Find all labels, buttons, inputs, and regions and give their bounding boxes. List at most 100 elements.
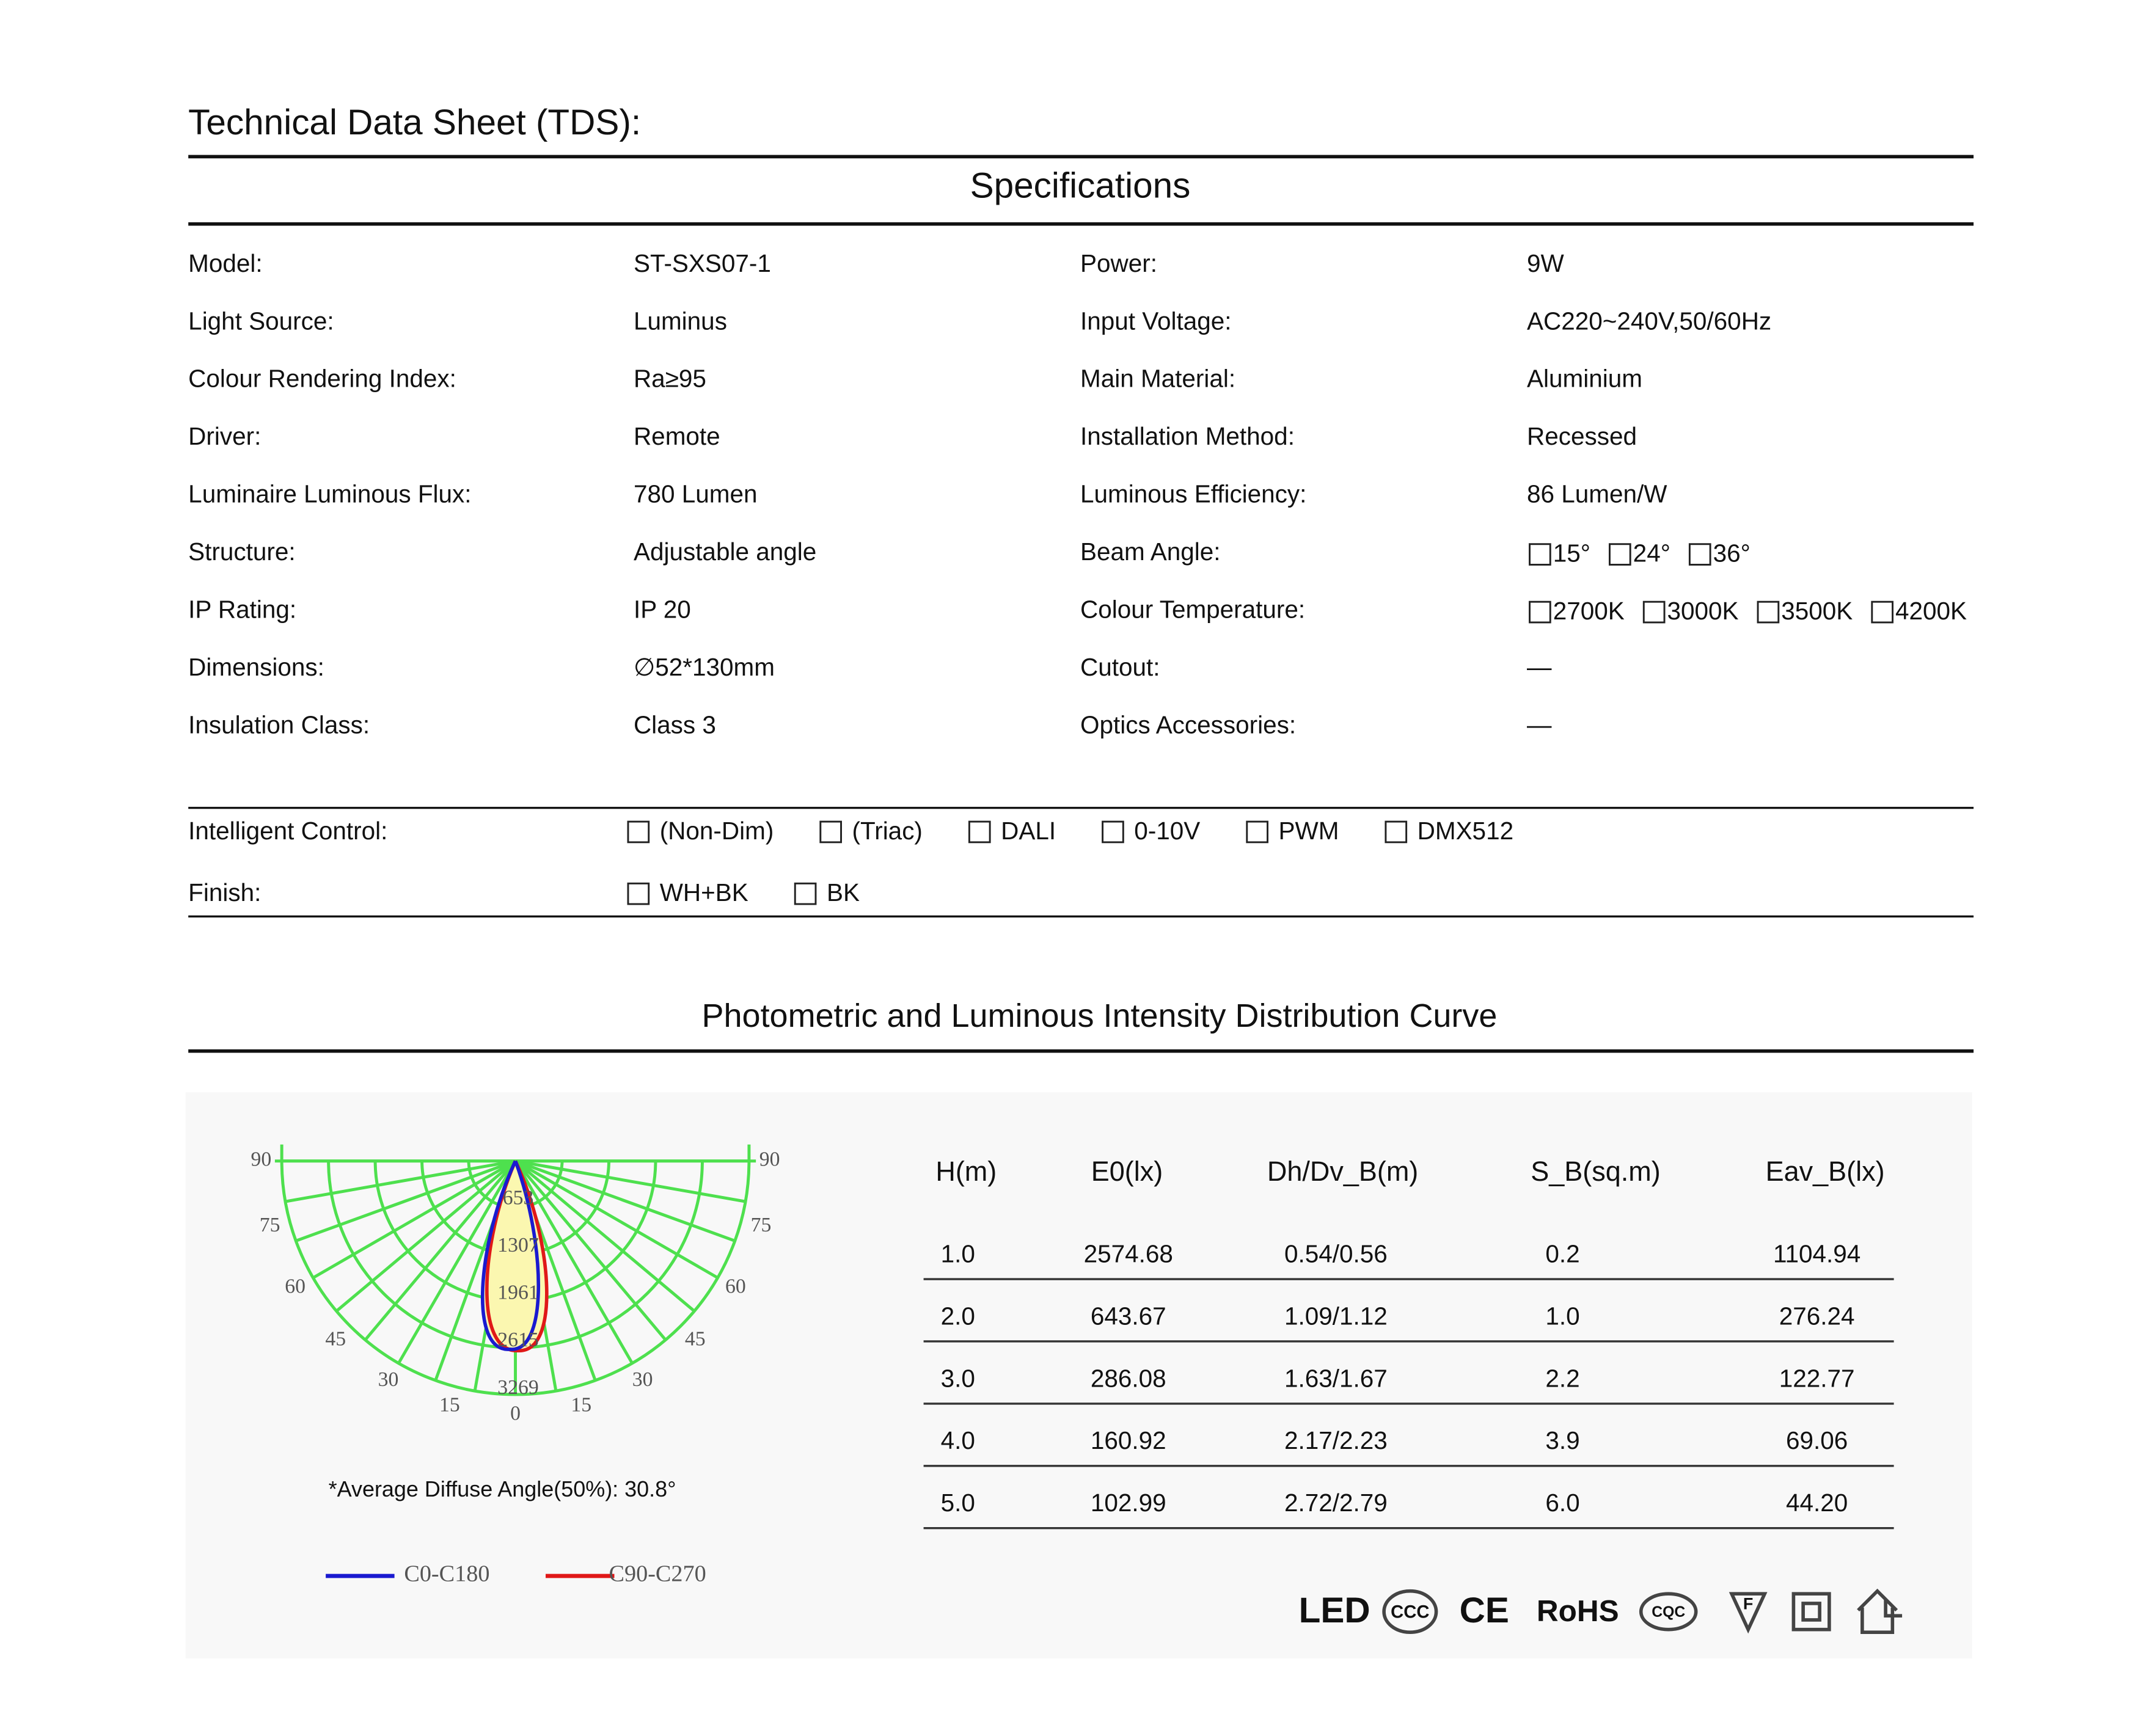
- angle-label: 75: [260, 1214, 280, 1236]
- spec-value: 780 Lumen: [634, 480, 758, 508]
- grid-spoke: [515, 1159, 746, 1203]
- spec-label: Optics Accessories:: [1080, 711, 1296, 739]
- spec-value: IP 20: [634, 596, 691, 624]
- grid-spoke: [514, 1160, 667, 1341]
- angle-label: 60: [285, 1275, 306, 1297]
- grid-spoke: [335, 1159, 517, 1313]
- option-label: DALI: [1001, 817, 1056, 845]
- table-cell: 6.0: [1545, 1489, 1579, 1517]
- checkbox: [1529, 543, 1551, 566]
- checkbox: [794, 882, 817, 905]
- spec-label: Beam Angle:: [1080, 538, 1220, 566]
- spec-value: Luminus: [634, 307, 727, 335]
- table-cell: 2574.68: [1084, 1240, 1173, 1268]
- section-title: Specifications: [970, 166, 1191, 206]
- table-cell: 3.0: [941, 1364, 975, 1392]
- checkbox: [968, 820, 991, 844]
- spec-value: AC220~240V,50/60Hz: [1527, 307, 1771, 335]
- option-label: 0-10V: [1134, 817, 1200, 845]
- option-label: 4200K: [1895, 597, 1967, 625]
- svg-text:CCC: CCC: [1391, 1602, 1429, 1622]
- intensity-label: 2615: [497, 1329, 538, 1351]
- spec-label: Structure:: [188, 538, 295, 566]
- checkbox: [819, 820, 842, 844]
- angle-label: 45: [685, 1328, 706, 1351]
- grid-spoke: [397, 1160, 517, 1365]
- table-cell: 1.63/1.67: [1284, 1364, 1388, 1392]
- checkbox: [1385, 820, 1408, 844]
- spec-label: Installation Method:: [1080, 422, 1295, 450]
- checkbox: [1688, 543, 1711, 566]
- table-cell: 2.2: [1545, 1364, 1579, 1392]
- angle-label: 75: [751, 1214, 772, 1236]
- table-cell: 1104.94: [1773, 1240, 1860, 1268]
- table-cell: 160.92: [1091, 1426, 1166, 1454]
- intensity-label: 1307: [497, 1234, 538, 1256]
- grid-spoke: [514, 1160, 634, 1365]
- option-label: 15°: [1553, 539, 1590, 567]
- option-label: PWM: [1279, 817, 1339, 845]
- table-header: Dh/Dv_B(m): [1267, 1156, 1418, 1187]
- spec-value: Aluminium: [1527, 365, 1642, 393]
- option-label: BK: [827, 878, 860, 906]
- grid-spoke: [285, 1159, 516, 1203]
- spec-label: Dimensions:: [188, 653, 324, 681]
- option-label: 24°: [1633, 539, 1670, 567]
- spec-label: Light Source:: [188, 307, 334, 335]
- checkbox: [1757, 600, 1780, 624]
- page-title: Technical Data Sheet (TDS):: [188, 103, 641, 142]
- table-cell: 3.9: [1545, 1426, 1579, 1454]
- option-label: 2700K: [1553, 597, 1625, 625]
- cert-icons: CCC CQC F: [1382, 1588, 1903, 1634]
- section-title: Photometric and Luminous Intensity Distr…: [702, 997, 1498, 1034]
- spec-label: Colour Rendering Index:: [188, 365, 456, 393]
- grid-spoke: [312, 1159, 516, 1279]
- curve-c90: [485, 1160, 549, 1352]
- option-label: 36°: [1713, 539, 1751, 567]
- table-cell: 5.0: [941, 1489, 975, 1517]
- grid-spoke: [514, 1159, 696, 1313]
- polar-grid: [274, 1144, 756, 1396]
- spec-value: ∅52*130mm: [634, 653, 775, 681]
- angle-label: 90: [759, 1148, 780, 1170]
- checkbox: [1608, 543, 1631, 566]
- table-cell: 0.54/0.56: [1284, 1240, 1388, 1268]
- spec-label: Driver:: [188, 422, 261, 450]
- svg-text:CQC: CQC: [1652, 1604, 1685, 1621]
- spec-label: Main Material:: [1080, 365, 1235, 393]
- legend-label: C90-C270: [609, 1561, 706, 1587]
- grid-spoke: [295, 1159, 516, 1242]
- cert-mark: LED: [1299, 1591, 1370, 1630]
- spec-value: Remote: [634, 422, 720, 450]
- angle-label: 30: [632, 1368, 653, 1391]
- option-label: (Triac): [852, 817, 923, 845]
- spec-value: ST-SXS07-1: [634, 249, 771, 277]
- spec-value: Ra≥95: [634, 365, 706, 393]
- option-label: (Non-Dim): [660, 817, 774, 845]
- table-cell: 286.08: [1091, 1364, 1166, 1392]
- table-cell: 2.72/2.79: [1284, 1489, 1388, 1517]
- table-cell: 102.99: [1091, 1489, 1166, 1517]
- spec-value: Adjustable angle: [634, 538, 816, 566]
- curve-c0: [480, 1160, 541, 1351]
- checkbox: [1871, 600, 1894, 624]
- spec-value: —: [1527, 653, 1552, 681]
- angle-label: 15: [439, 1393, 460, 1416]
- spec-label: Luminous Efficiency:: [1080, 480, 1306, 508]
- svg-text:F: F: [1743, 1594, 1753, 1613]
- angle-label: 30: [378, 1368, 399, 1391]
- table-header: Eav_B(lx): [1766, 1156, 1885, 1187]
- intensity-label: 3269: [497, 1376, 538, 1399]
- option-label: DMX512: [1418, 817, 1513, 845]
- table-cell: 643.67: [1091, 1302, 1166, 1330]
- angle-label: 15: [571, 1393, 591, 1416]
- table-cell: 122.77: [1779, 1364, 1855, 1392]
- option-label: 3500K: [1781, 597, 1853, 625]
- angle-label: 60: [725, 1275, 746, 1297]
- control-label: Intelligent Control:: [188, 817, 387, 845]
- spec-label: Input Voltage:: [1080, 307, 1232, 335]
- spec-value: 9W: [1527, 249, 1565, 277]
- grid-spoke: [514, 1159, 719, 1279]
- table-cell: 2.0: [941, 1302, 975, 1330]
